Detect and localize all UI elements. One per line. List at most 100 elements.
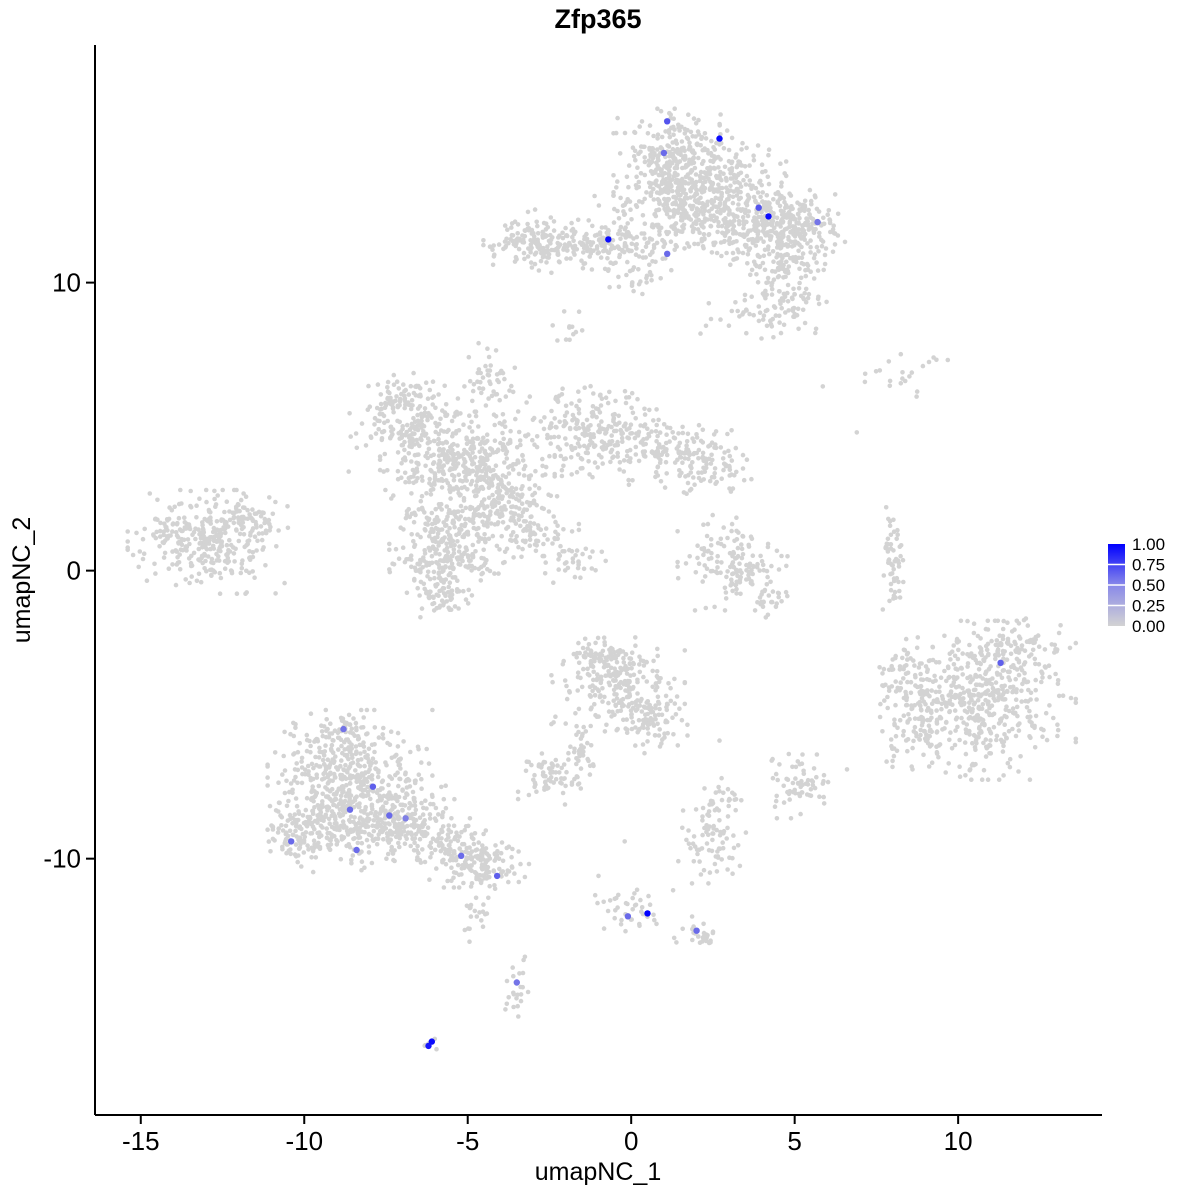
cell-point — [359, 421, 365, 426]
cell-point — [716, 196, 722, 202]
cell-point — [373, 760, 379, 765]
cell-point — [436, 465, 441, 471]
cell-point — [620, 439, 625, 445]
cell-point — [425, 455, 431, 461]
cell-point — [569, 529, 575, 534]
cell-point — [332, 774, 338, 780]
cell-point — [496, 482, 501, 488]
cell-point — [433, 420, 438, 426]
cell-point — [1052, 642, 1058, 648]
cell-point — [757, 263, 763, 269]
cell-point — [525, 226, 530, 231]
cell-point — [424, 560, 429, 565]
cell-point — [551, 228, 557, 233]
cell-point — [721, 146, 727, 151]
cell-point — [589, 410, 595, 416]
cell-point — [633, 444, 639, 450]
cell-point — [231, 551, 237, 556]
cell-point — [338, 772, 343, 778]
cell-point — [224, 499, 230, 505]
cell-point — [612, 245, 617, 251]
cell-point — [652, 151, 657, 156]
cell-point — [526, 476, 532, 482]
cell-point — [592, 193, 597, 199]
cell-point — [705, 217, 710, 222]
cell-point — [642, 159, 648, 165]
cell-point — [506, 499, 512, 505]
cell-point — [457, 562, 463, 567]
cell-point — [896, 579, 901, 585]
cell-point — [706, 176, 711, 182]
cell-point — [880, 729, 885, 734]
cell-point — [646, 240, 651, 245]
cell-point — [905, 670, 911, 676]
cell-point — [944, 678, 949, 684]
cell-point — [543, 526, 549, 531]
cell-point — [658, 479, 664, 484]
cell-point — [540, 553, 545, 559]
cell-point — [393, 772, 398, 778]
cell-point — [260, 547, 266, 552]
cell-point — [487, 568, 493, 574]
cell-point — [522, 507, 527, 512]
cell-point — [461, 469, 467, 475]
cell-point — [573, 329, 579, 335]
cell-point — [197, 496, 202, 502]
cell-point — [431, 460, 437, 465]
cell-point — [619, 435, 625, 441]
cell-point — [527, 486, 532, 492]
cell-point — [609, 439, 615, 444]
cell-point — [1032, 723, 1037, 729]
cell-point — [808, 244, 813, 250]
cell-point — [502, 223, 508, 228]
cell-point — [397, 776, 403, 782]
cell-point — [200, 560, 205, 566]
cell-point — [161, 529, 167, 534]
cell-point — [531, 521, 537, 526]
cell-point — [760, 221, 766, 226]
cell-point — [802, 291, 807, 296]
cell-point — [949, 649, 955, 654]
cell-point — [1053, 671, 1058, 677]
cell-point — [734, 591, 739, 596]
cell-point — [449, 418, 455, 424]
cell-point — [559, 392, 565, 397]
cell-point — [576, 521, 582, 527]
cell-point — [654, 422, 659, 428]
cell-point — [691, 451, 696, 457]
cell-point — [448, 496, 453, 501]
cell-point — [588, 432, 593, 437]
cell-point — [981, 740, 986, 746]
cell-point — [714, 140, 719, 146]
cell-point — [492, 438, 498, 444]
cell-point — [535, 538, 541, 544]
cell-point — [1028, 735, 1033, 741]
cell-point — [487, 244, 493, 249]
cell-point — [894, 748, 900, 754]
cell-point — [900, 557, 906, 563]
cell-point — [942, 668, 947, 674]
cell-point — [413, 778, 418, 783]
cell-point — [401, 382, 406, 387]
cell-point — [779, 553, 784, 559]
cell-point — [170, 562, 175, 567]
cell-point — [909, 706, 914, 712]
cell-point — [502, 460, 507, 465]
cell-point — [286, 798, 291, 804]
cell-point — [729, 562, 735, 567]
cell-point — [699, 470, 705, 475]
cell-point — [730, 200, 736, 206]
cell-point — [1033, 661, 1038, 667]
cell-point — [629, 241, 635, 247]
cell-point — [711, 199, 717, 204]
cell-point — [556, 259, 562, 264]
cell-point — [783, 159, 789, 164]
cell-point — [753, 199, 758, 205]
cell-point — [785, 593, 790, 599]
cell-point — [158, 520, 163, 526]
cell-point — [760, 291, 766, 296]
cell-point — [455, 396, 461, 401]
cell-point — [663, 459, 669, 465]
cell-point — [535, 223, 540, 229]
cell-point — [638, 144, 644, 149]
